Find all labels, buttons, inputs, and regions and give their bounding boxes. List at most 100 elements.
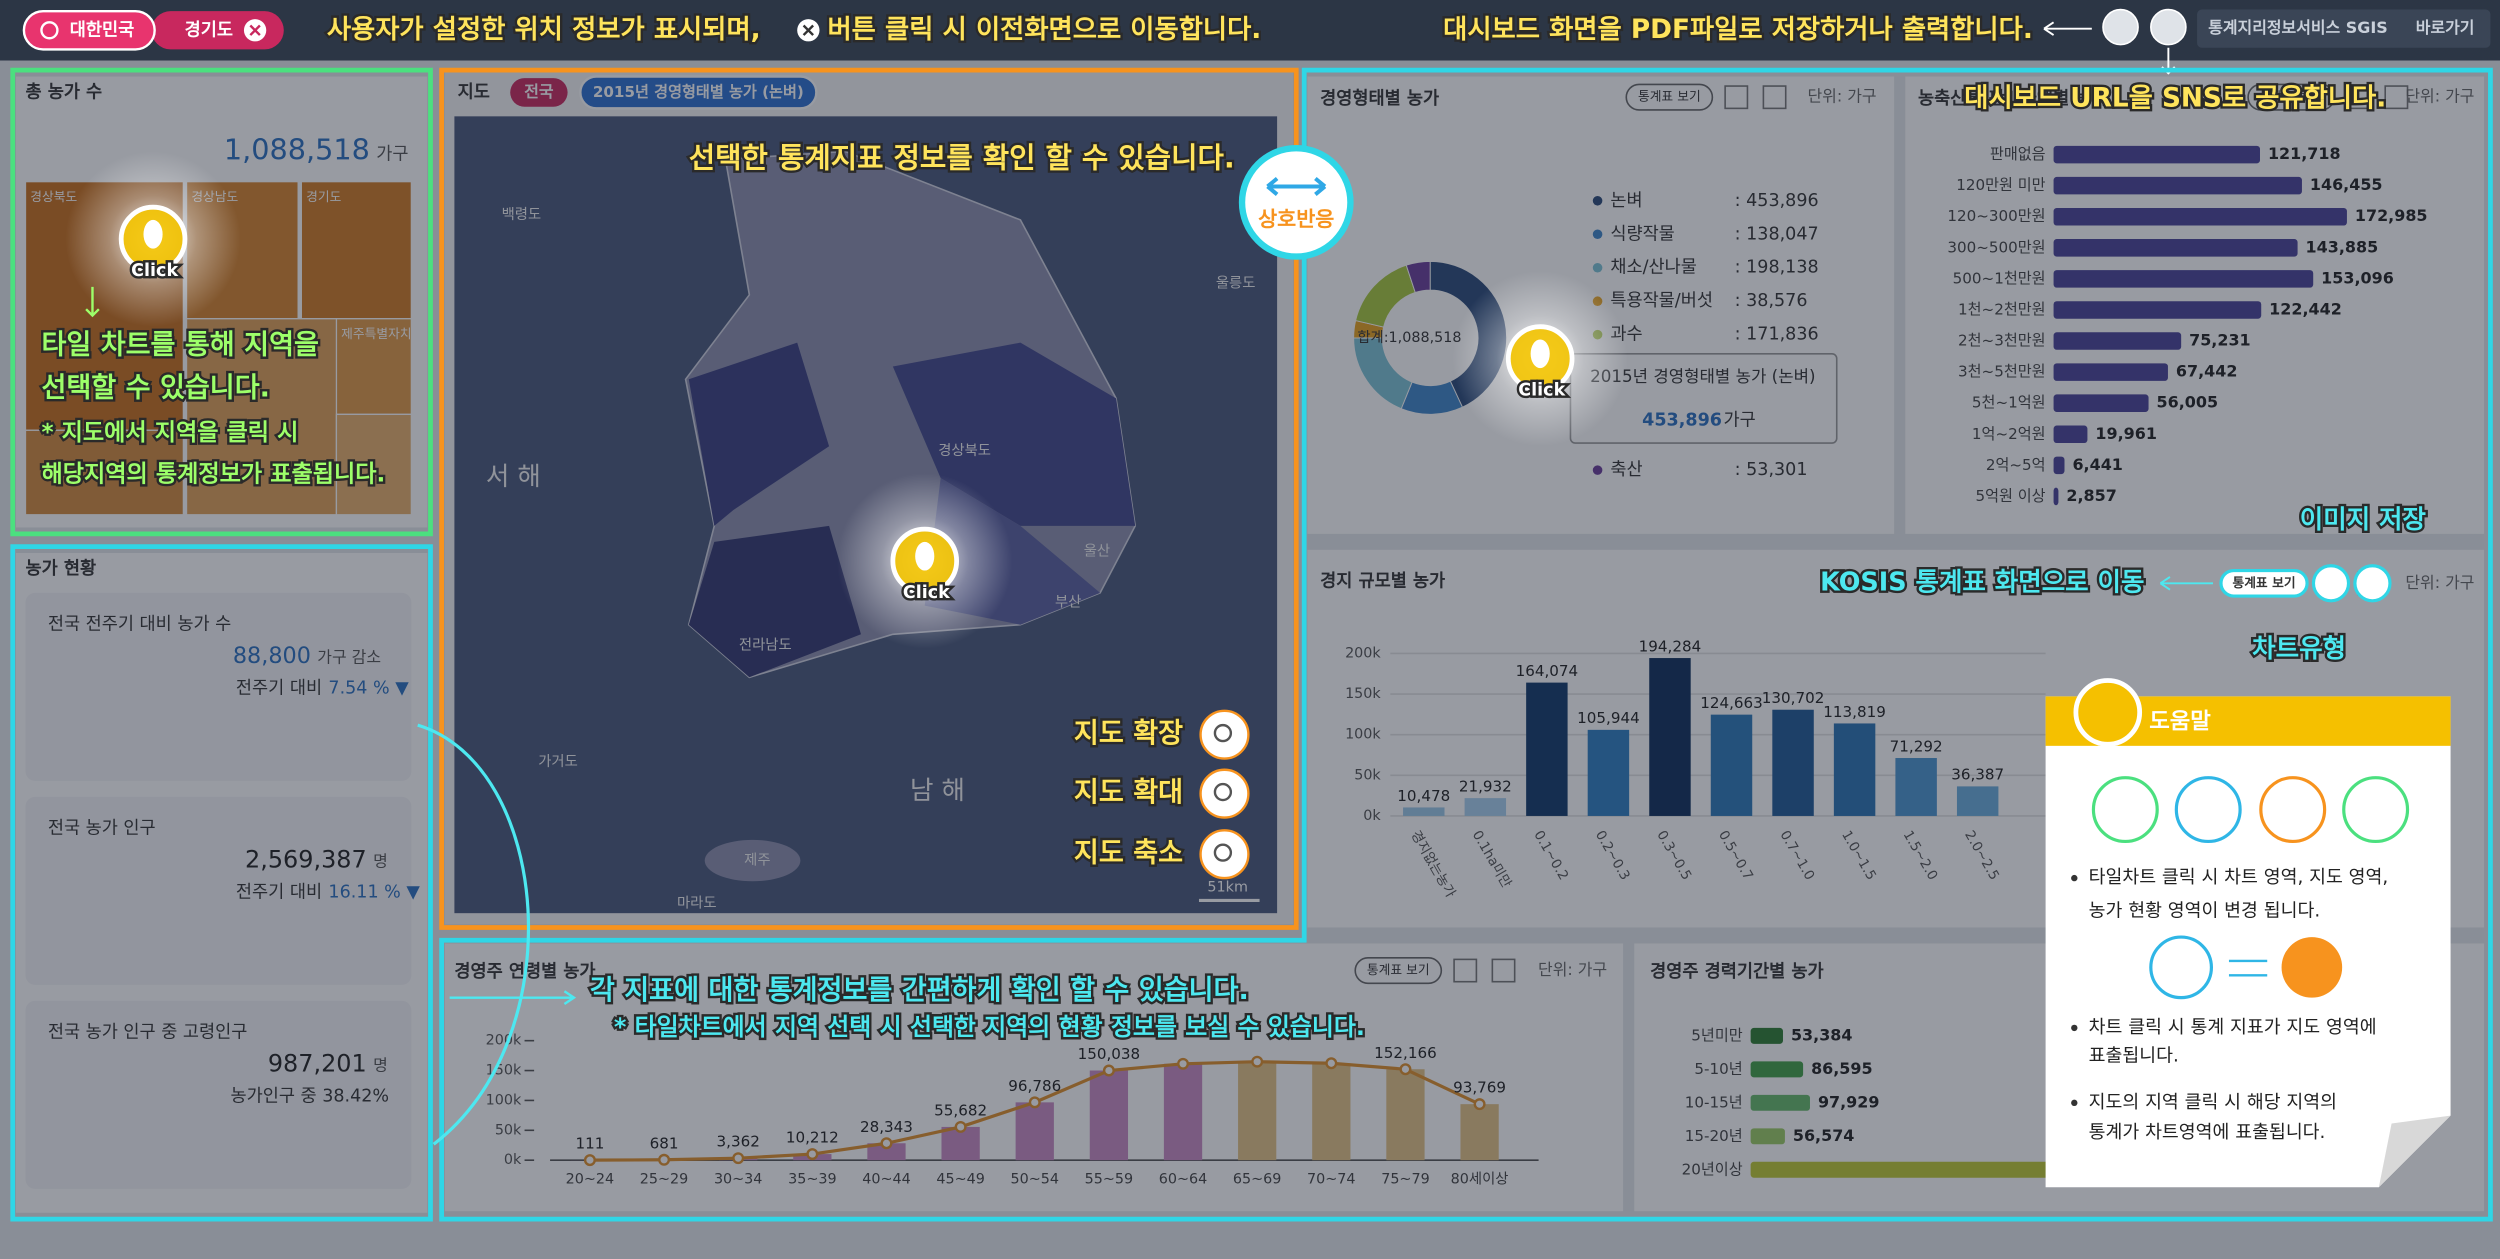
y-tick-label: 0k — [1363, 808, 1381, 824]
table-button[interactable] — [2247, 83, 2335, 111]
download-icon[interactable] — [1491, 958, 1516, 983]
status-title: 농가 현황 — [26, 559, 97, 579]
bar — [1750, 1061, 1804, 1078]
chart-type-button[interactable] — [2311, 564, 2351, 603]
value-label: 146,455 — [2310, 175, 2383, 194]
breadcrumb-pill[interactable] — [22, 9, 156, 51]
value-label: 75,231 — [2189, 331, 2251, 350]
line-point — [732, 1152, 745, 1165]
value-label: 97,929 — [1818, 1092, 1880, 1111]
x-tick-label: 55~59 — [1085, 1171, 1133, 1187]
map-control-icon — [1213, 782, 1233, 802]
map-label: 경상북도 — [938, 442, 991, 459]
bullet — [2071, 1024, 2078, 1032]
mouse-icon — [143, 219, 163, 249]
share-button[interactable] — [2150, 8, 2187, 46]
map-label: 남 해 — [910, 776, 965, 806]
download-button[interactable] — [2353, 564, 2392, 603]
region — [688, 525, 861, 678]
bar — [1386, 1069, 1425, 1161]
tile-title: 총 농가 수 — [26, 82, 103, 102]
status-value: 2,569,387 — [245, 846, 367, 874]
total-unit: 가구 — [376, 145, 408, 165]
table-button[interactable] — [2219, 568, 2309, 598]
value-label: 67,442 — [2176, 362, 2238, 381]
value-label: 2,857 — [2066, 486, 2116, 505]
top-bar — [0, 0, 2500, 61]
value-label: 21,932 — [1459, 777, 1512, 795]
map-control[interactable] — [1199, 829, 1250, 880]
tile-highlight — [10, 67, 433, 537]
map-highlight — [439, 67, 1299, 930]
value-label: 124,663 — [1700, 694, 1763, 712]
arrow — [2043, 21, 2092, 36]
value-label: 86,595 — [1811, 1059, 1873, 1078]
y-category: 120~300만원 — [1947, 207, 2045, 225]
value-label: 6,441 — [2072, 455, 2122, 474]
y-tick-label: 150k — [486, 1063, 522, 1079]
chart-type-icon[interactable] — [2346, 85, 2371, 110]
table-button[interactable] — [1354, 956, 1443, 985]
bar — [2053, 176, 2302, 195]
value-label: 152,166 — [1374, 1044, 1437, 1062]
help-text: 통계가 차트영역에 표출됩니다. — [2089, 1122, 2326, 1143]
download-icon[interactable] — [2384, 85, 2409, 110]
value-label: 56,005 — [2157, 393, 2219, 412]
bar — [1460, 1104, 1499, 1161]
pdf-button[interactable] — [2102, 8, 2139, 46]
breadcrumb: 경기도 — [185, 20, 233, 40]
status-rate: 16.11 % ▼ — [328, 882, 420, 902]
y-category: 5천~1억원 — [1972, 394, 2046, 412]
table-button[interactable] — [1625, 83, 1714, 111]
value-label: 130,702 — [1762, 689, 1825, 707]
map-control[interactable] — [1199, 709, 1250, 760]
bar — [1464, 798, 1507, 816]
bullet — [2071, 1099, 2078, 1107]
x-tick-label: 35~39 — [788, 1171, 836, 1187]
x-tick-label: 25~29 — [640, 1171, 688, 1187]
arrow — [85, 286, 100, 318]
value-label: 3,362 — [717, 1133, 760, 1151]
status-item — [25, 1000, 412, 1189]
unit: 단위: 가구 — [1538, 960, 1607, 979]
bar — [2053, 239, 2298, 257]
x-tick-label: 30~34 — [714, 1171, 762, 1187]
help-icon — [2174, 776, 2242, 844]
y-category: 15-20년 — [1685, 1127, 1743, 1145]
y-tick-label: 0k — [504, 1152, 522, 1168]
chart-type-icon[interactable] — [1724, 85, 1749, 110]
value-label: 143,885 — [2306, 237, 2379, 256]
bar — [1710, 714, 1753, 816]
value-label: 150,038 — [1078, 1045, 1141, 1063]
unit: 단위: 가구 — [2405, 573, 2474, 592]
line-point — [1028, 1096, 1041, 1109]
donut-center: 합계:1,088,518 — [1357, 329, 1461, 346]
chart-note: 차트유형 — [2252, 634, 2346, 664]
click-label: Click — [903, 583, 950, 603]
note: 사용자가 설정한 위치 정보가 표시되며, — [327, 15, 761, 45]
value-label: 113,819 — [1823, 703, 1886, 721]
mouse-icon — [915, 541, 935, 571]
chart-title: 경영형태별 농가 — [1320, 88, 1439, 109]
line-point — [658, 1153, 671, 1166]
help-icon — [2259, 776, 2327, 844]
bar — [867, 1143, 906, 1161]
map-label: 울산 — [1084, 542, 1110, 559]
legend-dot — [1592, 262, 1603, 273]
chart-type-icon[interactable] — [1453, 958, 1478, 983]
help-box — [2045, 696, 2451, 1188]
bar — [1526, 682, 1568, 816]
bar — [2053, 394, 2149, 412]
map-control[interactable] — [1199, 768, 1250, 819]
download-icon[interactable] — [1762, 85, 1787, 110]
tooltip-unit: 가구 — [1724, 411, 1756, 431]
bottom-note: * 타일차트에서 지역 선택 시 선택한 지역의 현황 정보를 보실 수 있습니… — [614, 1013, 1365, 1041]
donut-slice — [1405, 260, 1431, 294]
y-category: 300~500만원 — [1947, 238, 2045, 256]
help-icon — [2149, 935, 2214, 1000]
bar — [1587, 729, 1630, 816]
y-tick-label: 50k — [495, 1122, 522, 1138]
bar — [2053, 456, 2065, 475]
shortcut[interactable]: 바로가기 — [2416, 18, 2475, 37]
